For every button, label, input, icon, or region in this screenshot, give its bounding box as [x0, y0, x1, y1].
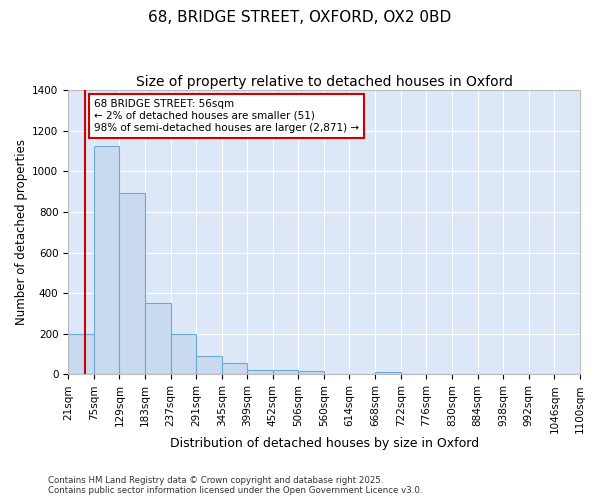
Bar	[94, 146, 119, 374]
Text: Contains HM Land Registry data © Crown copyright and database right 2025.
Contai: Contains HM Land Registry data © Crown c…	[48, 476, 422, 495]
Bar	[247, 370, 272, 374]
Y-axis label: Number of detached properties: Number of detached properties	[15, 140, 28, 326]
Bar	[68, 334, 94, 374]
Title: Size of property relative to detached houses in Oxford: Size of property relative to detached ho…	[136, 75, 512, 89]
Bar	[375, 372, 401, 374]
Bar	[298, 372, 324, 374]
Bar	[119, 192, 145, 374]
Bar	[272, 370, 298, 374]
Bar	[222, 364, 247, 374]
Text: 68, BRIDGE STREET, OXFORD, OX2 0BD: 68, BRIDGE STREET, OXFORD, OX2 0BD	[148, 10, 452, 25]
Bar	[170, 334, 196, 374]
X-axis label: Distribution of detached houses by size in Oxford: Distribution of detached houses by size …	[170, 437, 479, 450]
Text: 68 BRIDGE STREET: 56sqm
← 2% of detached houses are smaller (51)
98% of semi-det: 68 BRIDGE STREET: 56sqm ← 2% of detached…	[94, 100, 359, 132]
Bar	[145, 304, 170, 374]
Bar	[196, 356, 222, 374]
